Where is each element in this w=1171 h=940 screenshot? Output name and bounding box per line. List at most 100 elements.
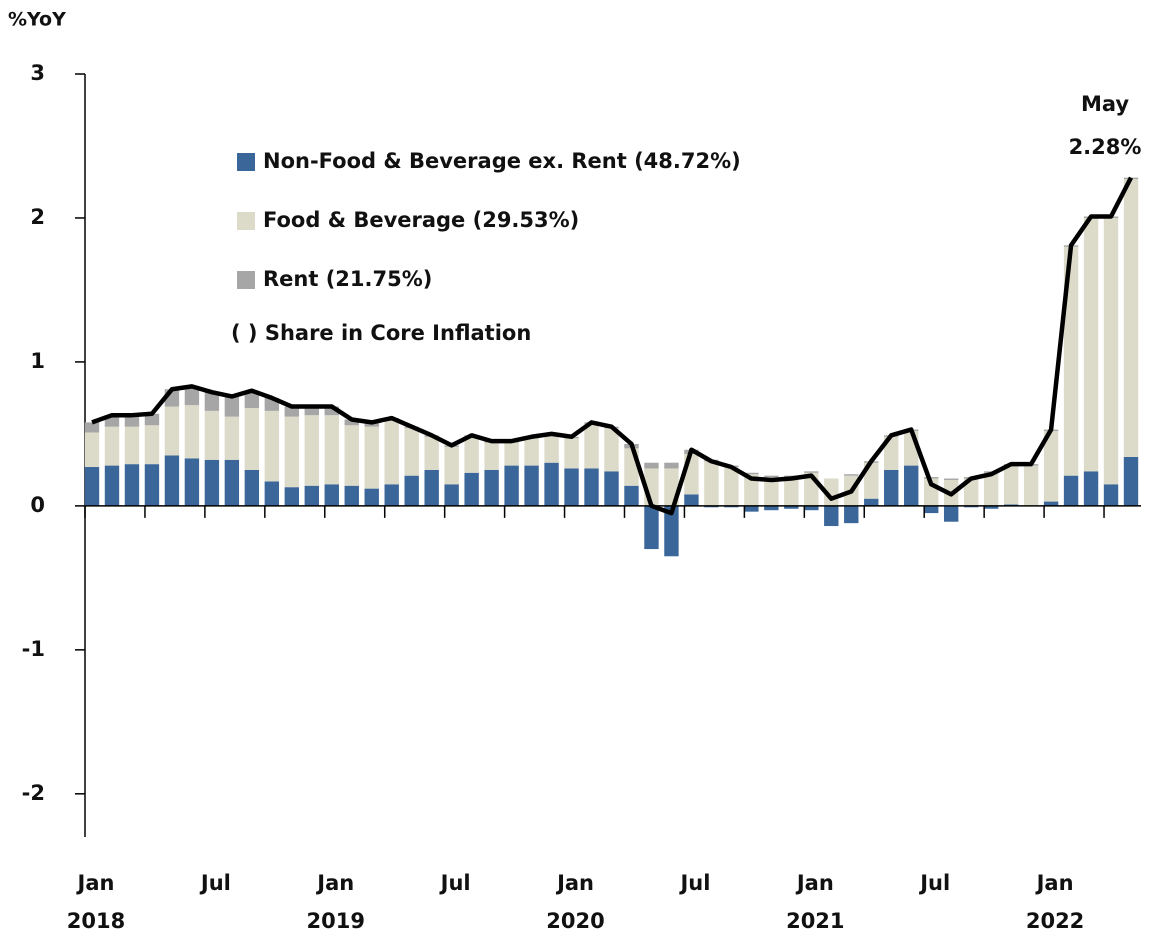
bar bbox=[284, 416, 300, 488]
x-tick-label: Jan 2020 bbox=[546, 871, 604, 933]
bar bbox=[244, 390, 260, 408]
y-axis-label: %YoY bbox=[8, 9, 66, 31]
legend-swatch bbox=[237, 271, 255, 289]
bar bbox=[764, 505, 779, 511]
bar bbox=[744, 474, 759, 506]
bar bbox=[564, 438, 579, 469]
y-tick-label: -1 bbox=[22, 637, 45, 661]
bar bbox=[664, 462, 679, 469]
bar bbox=[564, 468, 579, 506]
bar bbox=[484, 469, 499, 506]
bar bbox=[164, 455, 180, 506]
bar bbox=[904, 465, 919, 506]
x-tick-label: Jul bbox=[918, 871, 950, 895]
bar bbox=[1003, 465, 1019, 505]
bar bbox=[983, 472, 999, 506]
bar bbox=[943, 478, 959, 480]
x-tick-label: Jan 2018 bbox=[67, 871, 125, 933]
bar bbox=[923, 505, 939, 514]
bar bbox=[804, 505, 819, 511]
bar bbox=[224, 416, 240, 460]
bar bbox=[1043, 431, 1059, 502]
bar bbox=[744, 505, 759, 512]
bar bbox=[344, 485, 359, 506]
bar bbox=[264, 410, 280, 482]
bar bbox=[244, 469, 260, 506]
bar bbox=[344, 425, 359, 486]
legend-label: Rent (21.75%) bbox=[263, 267, 432, 291]
bar bbox=[84, 467, 100, 506]
bar bbox=[1063, 246, 1079, 476]
x-tick-label: Jul bbox=[439, 871, 471, 895]
bar bbox=[424, 469, 439, 506]
bar bbox=[184, 386, 200, 406]
bar bbox=[484, 442, 499, 470]
bar bbox=[864, 462, 879, 499]
bar bbox=[464, 472, 479, 506]
bar bbox=[704, 461, 719, 506]
bar bbox=[544, 462, 559, 506]
bar bbox=[444, 484, 459, 506]
bar bbox=[364, 426, 379, 489]
bar bbox=[784, 505, 799, 509]
bar bbox=[504, 442, 519, 466]
line bbox=[91, 176, 1134, 516]
y-tick-label: 3 bbox=[30, 61, 45, 85]
bar bbox=[844, 505, 859, 524]
bar bbox=[104, 415, 120, 427]
bar bbox=[604, 471, 619, 506]
bar bbox=[444, 446, 459, 485]
bar bbox=[244, 407, 260, 470]
bar bbox=[304, 485, 319, 506]
bar bbox=[124, 415, 140, 427]
bar bbox=[324, 406, 339, 416]
bar bbox=[104, 426, 120, 466]
bar bbox=[524, 465, 539, 506]
bar bbox=[884, 436, 899, 470]
bar bbox=[1103, 217, 1119, 485]
bar bbox=[404, 428, 419, 476]
x-tick-label: Jan 2019 bbox=[307, 871, 365, 933]
bar bbox=[1103, 484, 1119, 506]
bar bbox=[1083, 471, 1099, 506]
bar bbox=[644, 505, 659, 550]
bar bbox=[264, 481, 280, 506]
bar bbox=[624, 485, 639, 506]
bar bbox=[1123, 456, 1139, 506]
bar bbox=[144, 464, 160, 506]
x-tick-label: Jul bbox=[678, 871, 710, 895]
bar bbox=[764, 475, 779, 478]
legend-note: ( ) Share in Core Inflation bbox=[231, 321, 531, 345]
bar bbox=[124, 464, 140, 506]
bar bbox=[304, 415, 319, 486]
y-tick-label: 1 bbox=[30, 349, 45, 373]
bar bbox=[1063, 475, 1079, 506]
bar bbox=[584, 423, 599, 469]
bar bbox=[824, 505, 839, 527]
legend-label: Non-Food & Beverage ex. Rent (48.72%) bbox=[263, 149, 741, 173]
bar bbox=[224, 396, 240, 417]
y-tick-label: 0 bbox=[30, 493, 45, 517]
bar bbox=[304, 406, 319, 416]
y-tick-label: -2 bbox=[22, 781, 45, 805]
bar bbox=[384, 484, 399, 506]
bar bbox=[84, 432, 100, 468]
bar bbox=[224, 459, 240, 506]
bar bbox=[1043, 501, 1059, 506]
bar bbox=[864, 498, 879, 506]
bar bbox=[124, 426, 140, 465]
bar bbox=[604, 428, 619, 472]
bar bbox=[464, 436, 479, 473]
bar bbox=[983, 505, 999, 509]
bar bbox=[184, 458, 200, 506]
bar bbox=[963, 478, 979, 506]
bar bbox=[424, 436, 439, 470]
bar bbox=[204, 410, 220, 460]
annotation: 2.28% bbox=[1069, 135, 1142, 159]
bar bbox=[804, 471, 819, 473]
bar bbox=[144, 413, 160, 426]
bar bbox=[324, 415, 339, 485]
bar bbox=[664, 505, 679, 557]
bar bbox=[284, 406, 300, 417]
